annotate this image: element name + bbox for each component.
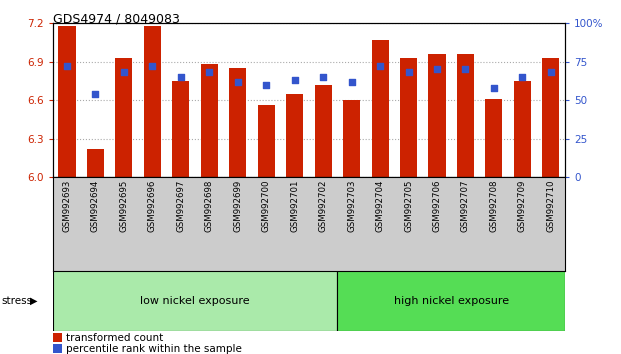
Bar xyxy=(58,25,76,177)
Text: percentile rank within the sample: percentile rank within the sample xyxy=(66,344,242,354)
Text: low nickel exposure: low nickel exposure xyxy=(140,296,250,306)
Text: GSM992697: GSM992697 xyxy=(176,180,185,232)
Bar xyxy=(173,81,189,177)
Text: GSM992694: GSM992694 xyxy=(91,180,100,232)
Bar xyxy=(337,271,565,331)
Point xyxy=(546,69,556,75)
Text: GSM992699: GSM992699 xyxy=(233,180,242,232)
Bar xyxy=(229,68,247,177)
Bar xyxy=(116,58,132,177)
Text: GSM992708: GSM992708 xyxy=(489,180,499,232)
Text: GSM992702: GSM992702 xyxy=(319,180,328,232)
Point xyxy=(119,69,129,75)
Point xyxy=(432,67,442,72)
Text: GSM992693: GSM992693 xyxy=(63,180,71,232)
Text: GSM992704: GSM992704 xyxy=(376,180,384,232)
Text: GSM992705: GSM992705 xyxy=(404,180,413,232)
Bar xyxy=(542,58,560,177)
Point xyxy=(517,74,527,80)
Point xyxy=(404,69,414,75)
Bar xyxy=(53,344,62,353)
Bar xyxy=(400,58,417,177)
Text: GSM992709: GSM992709 xyxy=(518,180,527,232)
Text: GSM992710: GSM992710 xyxy=(546,180,555,232)
Text: GSM992696: GSM992696 xyxy=(148,180,157,232)
Point xyxy=(461,67,471,72)
Text: GDS4974 / 8049083: GDS4974 / 8049083 xyxy=(53,12,179,25)
Text: ▶: ▶ xyxy=(30,296,37,306)
Point xyxy=(62,63,72,69)
Point xyxy=(375,63,385,69)
Text: GSM992707: GSM992707 xyxy=(461,180,470,232)
Text: GSM992698: GSM992698 xyxy=(205,180,214,232)
Point xyxy=(489,85,499,91)
Point xyxy=(91,91,101,97)
Point xyxy=(204,69,214,75)
Bar xyxy=(258,105,274,177)
Text: high nickel exposure: high nickel exposure xyxy=(394,296,509,306)
Point xyxy=(318,74,328,80)
Bar xyxy=(343,100,360,177)
Text: GSM992701: GSM992701 xyxy=(290,180,299,232)
Text: GSM992695: GSM992695 xyxy=(119,180,129,232)
Bar xyxy=(457,54,474,177)
Point xyxy=(233,79,243,84)
Point xyxy=(176,74,186,80)
Text: GSM992703: GSM992703 xyxy=(347,180,356,232)
Text: GSM992706: GSM992706 xyxy=(433,180,442,232)
Bar xyxy=(53,271,337,331)
Point xyxy=(147,63,157,69)
Point xyxy=(261,82,271,87)
Bar xyxy=(144,25,161,177)
Text: stress: stress xyxy=(2,296,33,306)
Point xyxy=(290,77,300,83)
Bar xyxy=(201,64,218,177)
Bar xyxy=(371,40,389,177)
Bar xyxy=(87,149,104,177)
Bar xyxy=(428,54,446,177)
Bar xyxy=(486,99,502,177)
Bar xyxy=(514,81,531,177)
Text: GSM992700: GSM992700 xyxy=(262,180,271,232)
Text: transformed count: transformed count xyxy=(66,333,163,343)
Bar xyxy=(53,333,62,342)
Bar xyxy=(315,85,332,177)
Point xyxy=(347,79,356,84)
Bar xyxy=(286,93,303,177)
